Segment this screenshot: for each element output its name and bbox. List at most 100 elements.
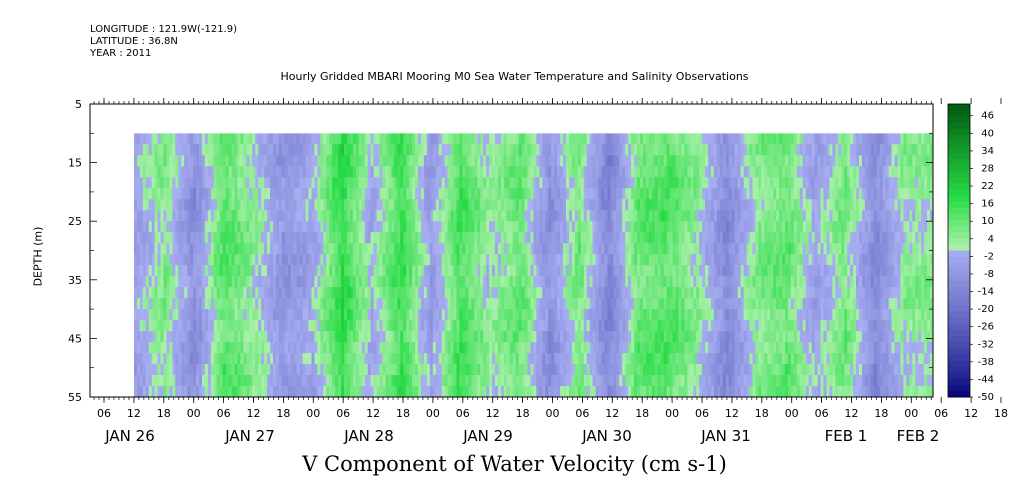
heatmap-cell bbox=[657, 320, 662, 332]
heatmap-cell bbox=[708, 265, 712, 277]
heatmap-cell bbox=[231, 265, 236, 277]
heatmap-cell bbox=[151, 210, 156, 222]
heatmap-cell bbox=[136, 177, 141, 189]
heatmap-cell bbox=[672, 155, 677, 167]
heatmap-cell bbox=[184, 386, 188, 398]
heatmap-cell bbox=[702, 353, 706, 365]
heatmap-cell bbox=[421, 265, 425, 277]
heatmap-cell bbox=[270, 331, 274, 343]
heatmap-cell bbox=[305, 386, 310, 398]
heatmap-cell bbox=[645, 144, 650, 156]
heatmap-cell bbox=[477, 221, 481, 233]
heatmap-cell bbox=[533, 298, 538, 310]
heatmap-cell bbox=[352, 364, 357, 376]
heatmap-cell bbox=[178, 309, 182, 321]
heatmap-cell bbox=[619, 386, 623, 398]
heatmap-cell bbox=[290, 221, 295, 233]
heatmap-cell bbox=[350, 199, 354, 211]
heatmap-cell bbox=[373, 276, 378, 288]
heatmap-cell bbox=[148, 144, 153, 156]
heatmap-cell bbox=[711, 353, 715, 365]
heatmap-cell bbox=[145, 331, 150, 343]
heatmap-cell bbox=[136, 188, 141, 200]
heatmap-cell bbox=[708, 188, 712, 200]
heatmap-cell bbox=[456, 188, 461, 200]
heatmap-cell bbox=[743, 144, 748, 156]
heatmap-cell bbox=[394, 342, 398, 354]
heatmap-cell bbox=[421, 232, 425, 244]
heatmap-cell bbox=[690, 298, 694, 310]
heatmap-cell bbox=[261, 386, 265, 398]
heatmap-cell bbox=[563, 166, 567, 178]
heatmap-cell bbox=[604, 331, 609, 343]
heatmap-cell bbox=[317, 188, 321, 200]
heatmap-cell bbox=[145, 133, 150, 145]
heatmap-cell bbox=[373, 166, 378, 178]
heatmap-cell bbox=[533, 133, 538, 145]
heatmap-cell bbox=[293, 364, 298, 376]
heatmap-cell bbox=[136, 232, 141, 244]
heatmap-cell bbox=[423, 386, 428, 398]
heatmap-cell bbox=[296, 221, 301, 233]
heatmap-cell bbox=[335, 210, 339, 222]
heatmap-cell bbox=[228, 298, 233, 310]
heatmap-cell bbox=[320, 353, 324, 365]
heatmap-cell bbox=[406, 232, 410, 244]
heatmap-cell bbox=[379, 331, 384, 343]
heatmap-cell bbox=[530, 276, 535, 288]
heatmap-cell bbox=[569, 199, 573, 211]
heatmap-cell bbox=[151, 188, 156, 200]
heatmap-cell bbox=[474, 144, 478, 156]
heatmap-cell bbox=[302, 254, 307, 266]
heatmap-cell bbox=[202, 298, 206, 310]
heatmap-cell bbox=[536, 243, 540, 255]
heatmap-cell bbox=[548, 276, 552, 288]
heatmap-cell bbox=[645, 232, 650, 244]
heatmap-cell bbox=[213, 364, 218, 376]
heatmap-cell bbox=[311, 210, 316, 222]
heatmap-cell bbox=[193, 221, 197, 233]
heatmap-cell bbox=[293, 144, 298, 156]
heatmap-cell bbox=[367, 155, 372, 167]
heatmap-cell bbox=[438, 155, 443, 167]
heatmap-cell bbox=[228, 166, 233, 178]
heatmap-cell bbox=[317, 221, 321, 233]
heatmap-cell bbox=[246, 254, 250, 266]
heatmap-cell bbox=[338, 265, 342, 277]
heatmap-cell bbox=[601, 331, 606, 343]
heatmap-cell bbox=[296, 155, 301, 167]
heatmap-cell bbox=[184, 320, 188, 332]
heatmap-cell bbox=[160, 342, 165, 354]
heatmap-cell bbox=[622, 188, 626, 200]
heatmap-cell bbox=[601, 375, 606, 387]
heatmap-cell bbox=[521, 166, 526, 178]
heatmap-cell bbox=[276, 342, 280, 354]
heatmap-cell bbox=[243, 155, 247, 167]
heatmap-cell bbox=[151, 276, 156, 288]
heatmap-cell bbox=[527, 320, 532, 332]
heatmap-cell bbox=[163, 133, 168, 145]
heatmap-cell bbox=[302, 276, 307, 288]
heatmap-cell bbox=[524, 331, 529, 343]
heatmap-cell bbox=[746, 210, 751, 222]
heatmap-cell bbox=[317, 265, 321, 277]
heatmap-cell bbox=[524, 265, 529, 277]
heatmap-cell bbox=[403, 375, 407, 387]
heatmap-cell bbox=[631, 232, 635, 244]
heatmap-cell bbox=[225, 243, 230, 255]
heatmap-cell bbox=[261, 276, 265, 288]
heatmap-cell bbox=[533, 265, 538, 277]
heatmap-cell bbox=[489, 144, 493, 156]
heatmap-cell bbox=[361, 331, 366, 343]
heatmap-cell bbox=[693, 243, 697, 255]
heatmap-cell bbox=[506, 386, 511, 398]
heatmap-cell bbox=[290, 331, 295, 343]
heatmap-cell bbox=[666, 199, 671, 211]
heatmap-cell bbox=[166, 353, 171, 365]
heatmap-cell bbox=[675, 309, 680, 321]
heatmap-cell bbox=[628, 232, 632, 244]
heatmap-cell bbox=[569, 331, 573, 343]
heatmap-cell bbox=[637, 232, 641, 244]
heatmap-cell bbox=[267, 221, 271, 233]
heatmap-cell bbox=[355, 276, 360, 288]
